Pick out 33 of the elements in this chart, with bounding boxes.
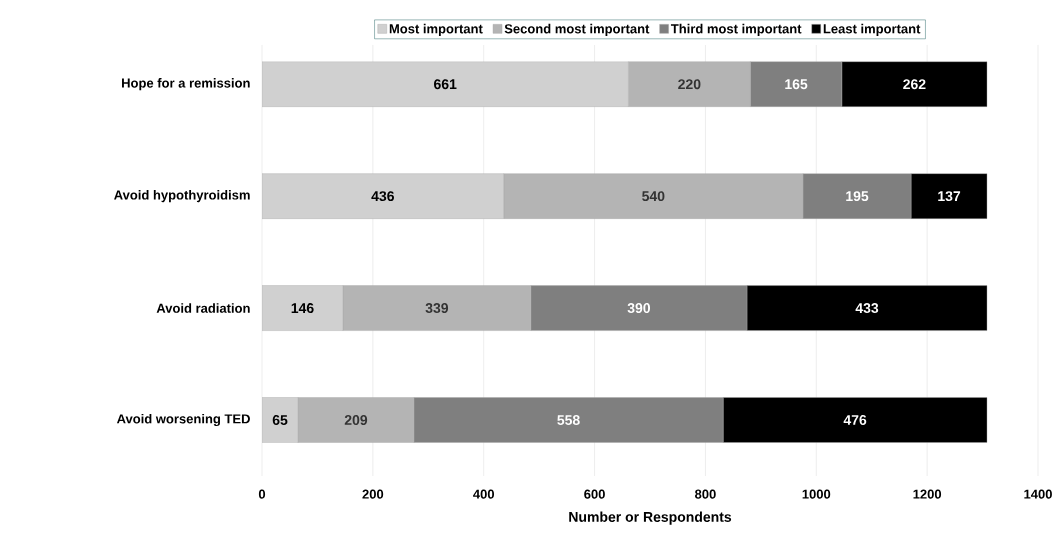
data-label: 661: [434, 79, 457, 90]
data-label: 165: [785, 79, 808, 90]
x-tick-label: 1400: [1024, 489, 1052, 499]
x-axis-title: Number or Respondents: [569, 511, 732, 525]
data-label: 436: [371, 191, 394, 202]
data-label: 65: [272, 415, 288, 425]
data-label: 209: [344, 415, 368, 425]
x-tick-label: 1200: [913, 489, 942, 499]
data-label: 390: [627, 303, 651, 314]
data-label: 433: [855, 303, 879, 314]
x-tick-label: 0: [258, 489, 266, 499]
y-tick-label: Hope for a remission: [122, 78, 250, 91]
legend-label: Most important: [389, 23, 483, 36]
x-tick-label: 600: [584, 489, 605, 499]
data-label: 540: [642, 191, 665, 202]
y-tick-label: Avoid hypothyroidism: [114, 190, 250, 203]
x-tick-label: 800: [694, 489, 716, 499]
y-tick-label: Avoid radiation: [156, 303, 250, 313]
x-tick-label: 1000: [802, 489, 831, 499]
data-label: 558: [557, 415, 580, 425]
legend-label: Least important: [823, 23, 921, 36]
legend-label: Second most important: [504, 23, 650, 36]
x-tick-label: 400: [473, 489, 495, 499]
data-label: 262: [903, 79, 926, 90]
data-label: 476: [843, 415, 867, 425]
data-label: 137: [938, 191, 961, 202]
data-label: 146: [291, 303, 314, 314]
data-label: 220: [678, 79, 701, 90]
x-tick-label: 200: [362, 489, 384, 499]
data-label: 339: [425, 303, 449, 314]
legend-label: Third most important: [670, 23, 802, 36]
data-label: 195: [846, 191, 869, 202]
y-tick-label: Avoid worsening TED: [116, 413, 250, 427]
